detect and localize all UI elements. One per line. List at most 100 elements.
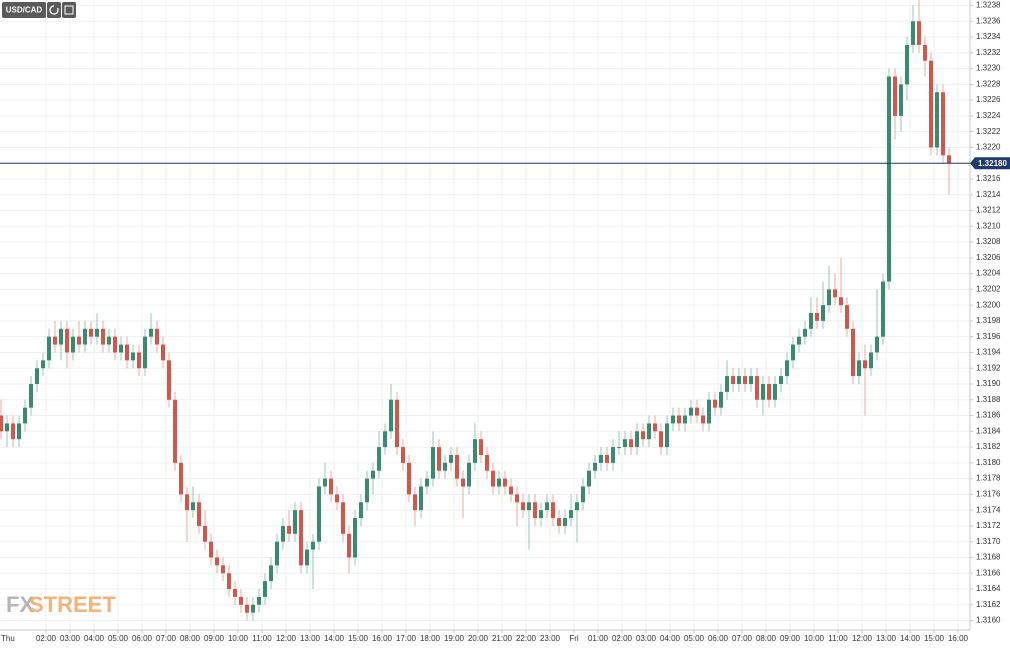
- candle-body: [695, 407, 699, 416]
- candle-body: [431, 447, 435, 479]
- y-tick-label: 1.3160: [976, 616, 1001, 625]
- candle-body: [323, 478, 327, 487]
- candle-body: [941, 92, 945, 156]
- candle-body: [305, 549, 309, 566]
- x-tick-label: 16:00: [372, 634, 393, 643]
- candle-body: [245, 604, 249, 613]
- candle-body: [653, 423, 657, 432]
- candle-body: [143, 336, 147, 369]
- candle-body: [881, 281, 885, 337]
- candle-body: [575, 502, 579, 511]
- y-tick-label: 1.3206: [976, 253, 1001, 262]
- x-tick-label: 10:00: [228, 634, 249, 643]
- y-tick-label: 1.3178: [976, 474, 1001, 483]
- candle-body: [911, 21, 915, 45]
- last-price-tag: [970, 157, 1010, 170]
- candle-body: [347, 533, 351, 558]
- axes: 1.3160 1.3162 1.3164 1.3166 1.3168 1.3170 1.31…: [1, 1, 1001, 643]
- candle-body: [167, 360, 171, 400]
- candle-body: [893, 76, 897, 116]
- y-tick-label: 1.3162: [976, 600, 1001, 609]
- candle-body: [209, 541, 213, 558]
- x-tick-label: 07:00: [156, 634, 177, 643]
- candle-body: [443, 462, 447, 471]
- candle-body: [785, 360, 789, 377]
- candle-body: [389, 399, 393, 432]
- candle-body: [725, 376, 729, 392]
- x-tick-label: 09:00: [204, 634, 225, 643]
- y-tick-label: 1.3204: [976, 269, 1001, 278]
- y-tick-label: 1.3186: [976, 411, 1001, 420]
- candle-body: [65, 328, 69, 353]
- candle-body: [161, 344, 165, 361]
- candle-body: [737, 376, 741, 384]
- candle-body: [707, 399, 711, 424]
- candle-body: [485, 454, 489, 471]
- snapshot-icon: [64, 5, 74, 15]
- candle-body: [611, 447, 615, 463]
- candle-body: [935, 92, 939, 148]
- candle-body: [149, 328, 153, 337]
- candle-body: [659, 431, 663, 448]
- y-tick-label: 1.3190: [976, 379, 1001, 388]
- candle-body: [761, 383, 765, 400]
- candle-body: [449, 454, 453, 463]
- candle-body: [515, 494, 519, 503]
- candle-body: [365, 478, 369, 503]
- candle-body: [833, 289, 837, 298]
- candle-body: [743, 376, 747, 384]
- x-tick-label: 15:00: [924, 634, 945, 643]
- candle-body: [545, 502, 549, 511]
- candle-body: [851, 328, 855, 377]
- x-tick-label: 13:00: [300, 634, 321, 643]
- y-tick-label: 1.3236: [976, 16, 1001, 25]
- candle-body: [689, 407, 693, 416]
- candle-body: [11, 423, 15, 440]
- candle-body: [875, 336, 879, 353]
- x-tick-label: 15:00: [348, 634, 369, 643]
- candle-body: [413, 494, 417, 511]
- candle-body: [719, 391, 723, 408]
- refresh-button[interactable]: [47, 2, 61, 18]
- candle-body: [227, 573, 231, 589]
- x-tick-label: 16:00: [948, 634, 969, 643]
- y-tick-label: 1.3210: [976, 221, 1001, 230]
- candle-body: [857, 360, 861, 377]
- candle-body: [185, 494, 189, 511]
- symbol-button[interactable]: [2, 2, 46, 18]
- y-tick-label: 1.3216: [976, 174, 1001, 183]
- candle-body: [419, 486, 423, 511]
- candle-body: [89, 328, 93, 337]
- candle-body: [401, 447, 405, 463]
- candle-body: [647, 423, 651, 440]
- candle-body: [269, 565, 273, 582]
- candle-body: [125, 344, 129, 361]
- x-tick-label: 08:00: [180, 634, 201, 643]
- candle-body: [461, 478, 465, 487]
- y-tick-label: 1.3188: [976, 395, 1001, 404]
- candle-body: [77, 336, 81, 345]
- candle-body: [341, 502, 345, 534]
- candle-body: [887, 76, 891, 282]
- candle-body: [377, 447, 381, 471]
- candle-body: [383, 431, 387, 448]
- candle-body: [29, 383, 33, 408]
- candle-body: [233, 588, 237, 597]
- candle-body: [779, 376, 783, 384]
- candle-body: [665, 423, 669, 448]
- candle-body: [329, 478, 333, 495]
- y-tick-label: 1.3222: [976, 127, 1001, 136]
- candle-body: [569, 510, 573, 519]
- candle-body: [251, 604, 255, 613]
- y-tick-label: 1.3198: [976, 316, 1001, 325]
- snapshot-button[interactable]: [62, 2, 76, 18]
- candle-body: [107, 336, 111, 345]
- y-tick-label: 1.3232: [976, 48, 1001, 57]
- candle-body: [257, 596, 261, 605]
- x-tick-label: 11:00: [828, 634, 848, 643]
- candle-body: [53, 336, 57, 345]
- candle-body: [827, 289, 831, 306]
- candle-body: [155, 328, 159, 345]
